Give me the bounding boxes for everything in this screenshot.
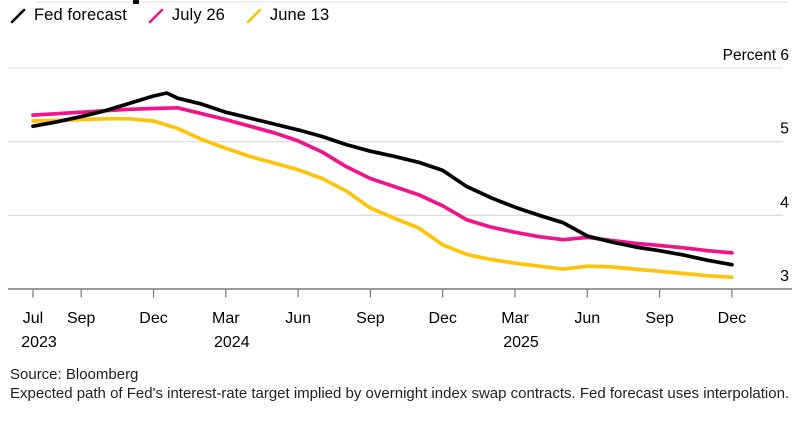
fed-forecast-slash-icon bbox=[10, 8, 26, 23]
y-tick-label-4: 4 bbox=[780, 194, 789, 211]
source-line: Source: Bloomberg bbox=[10, 366, 139, 383]
x-tick-label: Jul bbox=[23, 310, 43, 327]
legend-item-june-13: June 13 bbox=[246, 6, 329, 25]
x-year-label: 2024 bbox=[214, 334, 250, 351]
legend-item-fed-forecast: Fed forecast bbox=[10, 6, 127, 25]
y-tick-label-6: Percent 6 bbox=[723, 47, 789, 64]
clipped-title-descender bbox=[133, 0, 139, 4]
note-line: Expected path of Fed's interest-rate tar… bbox=[10, 385, 790, 402]
x-year-label: 2023 bbox=[21, 334, 57, 351]
legend-label-july-26: July 26 bbox=[171, 6, 225, 24]
x-year-label: 2025 bbox=[503, 334, 539, 351]
y-tick-label-5: 5 bbox=[780, 121, 789, 138]
x-axis: Jul 2023 Sep Dec Mar 2024 Jun Sep Dec Mar 2025 Jun S… bbox=[21, 289, 746, 351]
legend: Fed forecast July 26 June 13 bbox=[10, 6, 329, 25]
legend-label-fed-forecast: Fed forecast bbox=[34, 6, 127, 24]
x-tick-label: Sep bbox=[67, 310, 96, 327]
june-13-slash-icon bbox=[246, 8, 262, 23]
series-line-june-13 bbox=[31, 116, 734, 280]
july-26-slash-icon bbox=[148, 8, 164, 23]
footer: Source: Bloomberg Expected path of Fed's… bbox=[10, 365, 790, 403]
gridlines bbox=[8, 67, 792, 290]
y-axis-labels: Percent 6 5 4 3 bbox=[723, 47, 789, 285]
x-tick-label: Mar bbox=[212, 310, 240, 327]
clipped-title-smear bbox=[36, 1, 788, 3]
series-line-july-26 bbox=[31, 105, 734, 255]
x-tick-label: Dec bbox=[139, 310, 167, 327]
x-tick-label: Jun bbox=[285, 310, 311, 327]
series-line-fed-forecast bbox=[31, 91, 734, 267]
x-tick-label: Mar bbox=[501, 310, 529, 327]
clipped-title-remnant bbox=[0, 0, 799, 4]
x-tick-label: Dec bbox=[718, 310, 746, 327]
series-lines bbox=[31, 91, 734, 280]
x-tick-label: Jun bbox=[574, 310, 600, 327]
legend-label-june-13: June 13 bbox=[269, 6, 330, 24]
rate-path-chart: Percent 6 5 4 3 Jul 2023 Sep Dec Mar 2024 Jun Sep D… bbox=[8, 47, 792, 351]
x-tick-label: Sep bbox=[356, 310, 385, 327]
x-tick-label: Dec bbox=[428, 310, 456, 327]
y-tick-label-3: 3 bbox=[780, 268, 789, 285]
x-tick-label: Sep bbox=[645, 310, 674, 327]
legend-item-july-26: July 26 bbox=[148, 6, 225, 25]
